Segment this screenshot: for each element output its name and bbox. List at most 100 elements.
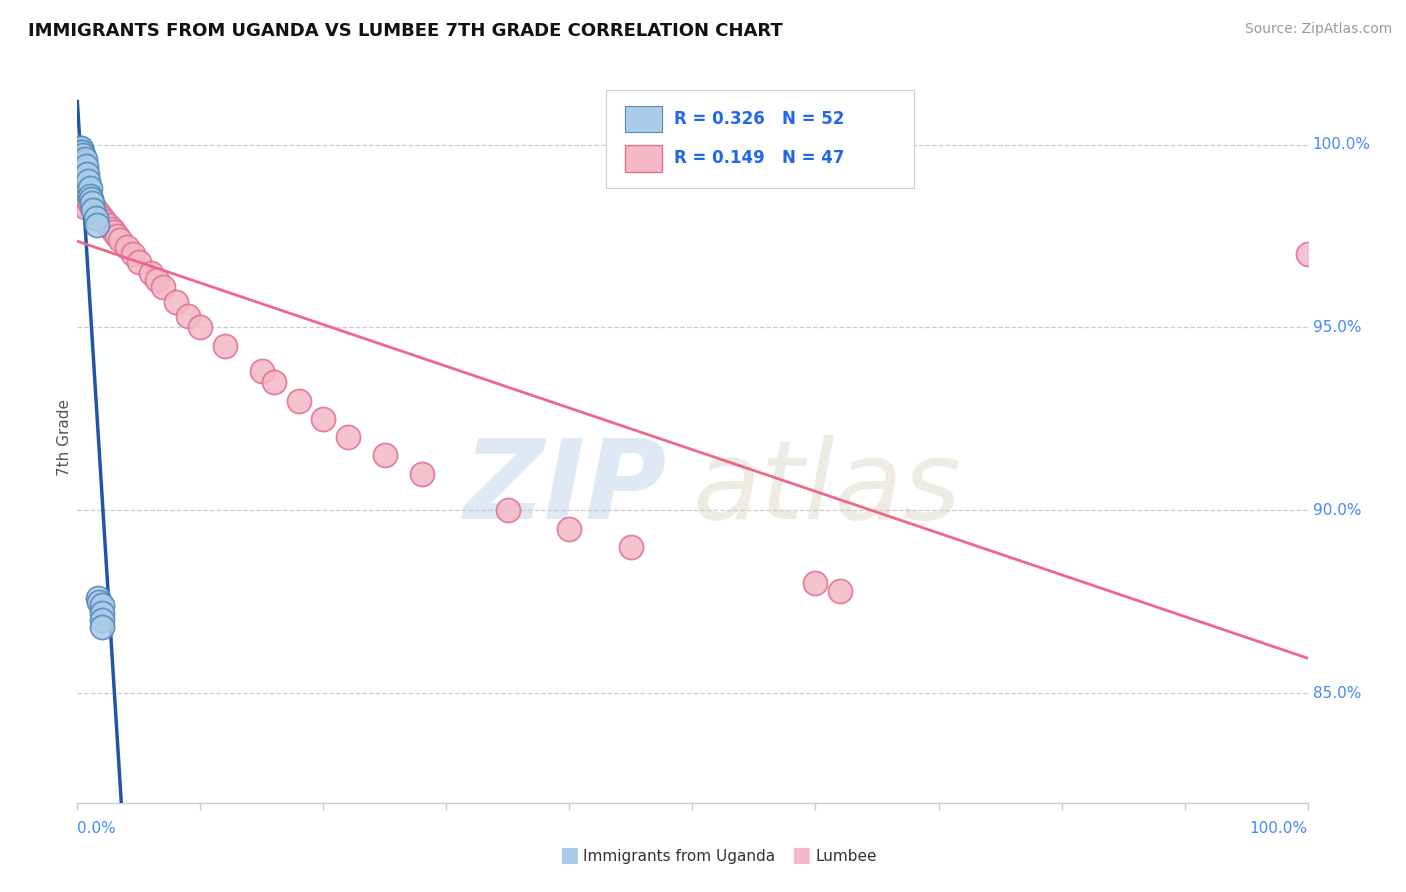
Point bbox=[804, 576, 827, 591]
Point bbox=[86, 218, 108, 232]
Point bbox=[67, 155, 90, 169]
Text: IMMIGRANTS FROM UGANDA VS LUMBEE 7TH GRADE CORRELATION CHART: IMMIGRANTS FROM UGANDA VS LUMBEE 7TH GRA… bbox=[28, 22, 783, 40]
Point bbox=[69, 148, 91, 162]
Point bbox=[67, 160, 90, 174]
Point bbox=[72, 174, 94, 188]
Point bbox=[110, 233, 132, 247]
Point bbox=[84, 203, 107, 218]
Point bbox=[70, 145, 93, 159]
Point bbox=[79, 181, 101, 195]
Point bbox=[90, 599, 114, 613]
Text: 95.0%: 95.0% bbox=[1313, 320, 1361, 334]
Point bbox=[67, 145, 90, 159]
Point bbox=[165, 294, 187, 309]
Point bbox=[1296, 247, 1319, 261]
Point bbox=[70, 152, 93, 166]
Point bbox=[141, 265, 163, 279]
Point bbox=[101, 221, 124, 235]
Text: ■: ■ bbox=[560, 845, 579, 864]
Text: ZIP: ZIP bbox=[464, 434, 668, 541]
Point bbox=[411, 467, 433, 481]
Text: ■: ■ bbox=[792, 845, 811, 864]
Point bbox=[70, 181, 93, 195]
Text: 85.0%: 85.0% bbox=[1313, 686, 1361, 700]
Point bbox=[84, 211, 107, 225]
Point bbox=[76, 167, 98, 181]
Point bbox=[69, 185, 91, 199]
Point bbox=[72, 148, 94, 162]
Point bbox=[177, 310, 200, 324]
Point bbox=[70, 167, 93, 181]
Point bbox=[70, 174, 93, 188]
Point bbox=[69, 170, 91, 185]
Point bbox=[77, 174, 100, 188]
Point bbox=[121, 247, 143, 261]
Y-axis label: 7th Grade: 7th Grade bbox=[56, 399, 72, 475]
Point bbox=[496, 503, 519, 517]
Point bbox=[89, 207, 111, 221]
Point bbox=[72, 163, 94, 178]
Point bbox=[70, 160, 93, 174]
Point bbox=[72, 185, 94, 199]
Point bbox=[288, 393, 311, 408]
Point bbox=[90, 620, 114, 634]
Point bbox=[67, 167, 90, 181]
Point bbox=[75, 160, 97, 174]
Point bbox=[67, 181, 90, 195]
Point bbox=[73, 188, 96, 202]
Point bbox=[115, 240, 138, 254]
Point bbox=[250, 364, 273, 378]
Point bbox=[70, 167, 93, 181]
Text: Source: ZipAtlas.com: Source: ZipAtlas.com bbox=[1244, 22, 1392, 37]
Point bbox=[337, 430, 360, 444]
Point bbox=[79, 196, 101, 211]
Point bbox=[82, 203, 104, 218]
Text: 100.0%: 100.0% bbox=[1250, 821, 1308, 836]
Point bbox=[93, 214, 115, 228]
Point bbox=[69, 155, 91, 169]
Point bbox=[70, 152, 93, 166]
Point bbox=[90, 211, 114, 225]
Point bbox=[69, 141, 91, 155]
Point bbox=[97, 218, 120, 232]
Text: 0.0%: 0.0% bbox=[77, 821, 117, 836]
FancyBboxPatch shape bbox=[606, 90, 914, 188]
Point bbox=[69, 178, 91, 192]
Point bbox=[80, 193, 103, 207]
Text: 100.0%: 100.0% bbox=[1313, 137, 1371, 152]
Point bbox=[70, 178, 93, 192]
Point bbox=[82, 196, 104, 211]
Point bbox=[66, 145, 89, 159]
Point bbox=[76, 193, 98, 207]
Point bbox=[72, 155, 94, 169]
Point bbox=[73, 200, 96, 214]
Point bbox=[70, 178, 93, 192]
Point bbox=[188, 320, 212, 334]
Point bbox=[620, 540, 643, 554]
Point bbox=[67, 174, 90, 188]
Point bbox=[70, 148, 93, 162]
Bar bbox=[624, 106, 662, 132]
Point bbox=[70, 145, 93, 159]
Point bbox=[146, 273, 169, 287]
Point bbox=[128, 254, 150, 268]
Point bbox=[70, 141, 93, 155]
Point bbox=[69, 163, 91, 178]
Point bbox=[374, 448, 396, 462]
Point bbox=[103, 225, 125, 239]
Text: R = 0.326   N = 52: R = 0.326 N = 52 bbox=[673, 110, 845, 128]
Point bbox=[73, 152, 96, 166]
Text: R = 0.149   N = 47: R = 0.149 N = 47 bbox=[673, 149, 845, 168]
Point bbox=[82, 200, 104, 214]
Point bbox=[67, 152, 90, 166]
Point bbox=[70, 181, 93, 195]
Point bbox=[90, 613, 114, 627]
Bar bbox=[624, 145, 662, 171]
Text: Lumbee: Lumbee bbox=[815, 849, 877, 863]
Point bbox=[90, 606, 114, 620]
Point bbox=[70, 193, 93, 207]
Point bbox=[214, 339, 236, 353]
Point bbox=[830, 583, 852, 598]
Point bbox=[70, 160, 93, 174]
Point bbox=[105, 228, 128, 243]
